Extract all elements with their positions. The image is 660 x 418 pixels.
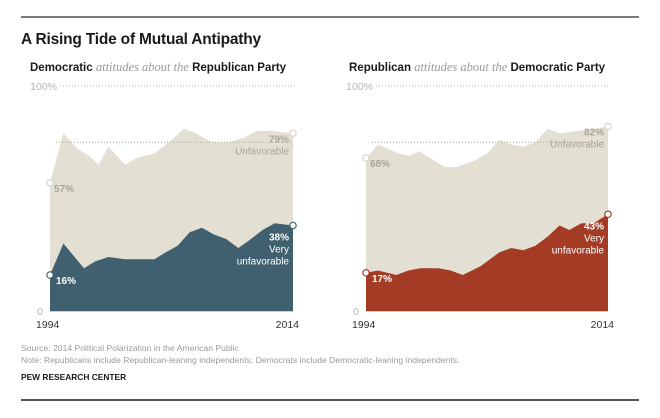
left-unfavorable-start-label: 57%: [54, 184, 74, 195]
left-ytick-0: 0: [37, 306, 43, 318]
left-xtick-start: 1994: [36, 319, 60, 331]
right-ytick-100: 100%: [346, 81, 373, 93]
right-xtick-end: 2014: [591, 319, 615, 331]
right-unfavorable-caption: Unfavorable: [550, 140, 604, 151]
right-very-caption-line2: unfavorable: [552, 245, 605, 256]
right-subtitle-mid: attitudes about the: [414, 60, 508, 74]
right-unfavorable-end-marker: [604, 122, 612, 131]
top-rule: [21, 16, 639, 18]
right-chart-subtitle: Republican attitudes about the Democrati…: [349, 60, 605, 75]
footnote: Note: Republicans include Republican-lea…: [21, 355, 460, 365]
bottom-rule: [21, 399, 639, 401]
right-very-unfavorable-area: [366, 214, 608, 311]
brand-label: PEW RESEARCH CENTER: [21, 372, 127, 382]
right-unfavorable-start-marker: [362, 154, 370, 162]
left-unfavorable-end-label: 79%: [269, 134, 289, 145]
right-very-start-marker: [362, 268, 370, 277]
right-ytick-0: 0: [353, 306, 359, 318]
right-unfavorable-end-label: 82%: [584, 128, 604, 139]
left-chart-subtitle: Democratic attitudes about the Republica…: [30, 60, 286, 75]
left-xtick-end: 2014: [276, 319, 300, 331]
left-unfavorable-start-marker: [46, 178, 54, 187]
right-very-caption-line1: Very: [584, 233, 604, 244]
page-title: A Rising Tide of Mutual Antipathy: [21, 31, 261, 48]
left-very-unfavorable-area: [50, 223, 293, 311]
left-very-start-marker: [46, 271, 54, 279]
right-very-start-label: 17%: [372, 274, 392, 285]
source-note: Source: 2014 Political Polarization in t…: [21, 343, 239, 353]
right-very-end-label: 43%: [584, 221, 604, 232]
left-unfavorable-end-marker: [289, 129, 297, 138]
left-ytick-100: 100%: [30, 81, 57, 93]
left-unfavorable-caption: Unfavorable: [235, 146, 289, 157]
left-subtitle-party: Democratic: [30, 62, 93, 74]
left-very-end-marker: [289, 221, 297, 230]
left-very-end-label: 38%: [269, 233, 289, 244]
right-unfavorable-start-label: 68%: [370, 159, 390, 170]
right-subtitle-target: Democratic Party: [510, 62, 606, 74]
left-subtitle-mid: attitudes about the: [95, 60, 189, 74]
right-xtick-start: 1994: [352, 319, 376, 331]
left-very-start-label: 16%: [56, 276, 76, 287]
right-subtitle-party: Republican: [349, 62, 411, 74]
left-very-caption-line2: unfavorable: [237, 257, 290, 268]
left-very-caption-line1: Very: [269, 245, 289, 256]
right-very-end-marker: [604, 210, 612, 219]
left-subtitle-target: Republican Party: [192, 62, 287, 74]
